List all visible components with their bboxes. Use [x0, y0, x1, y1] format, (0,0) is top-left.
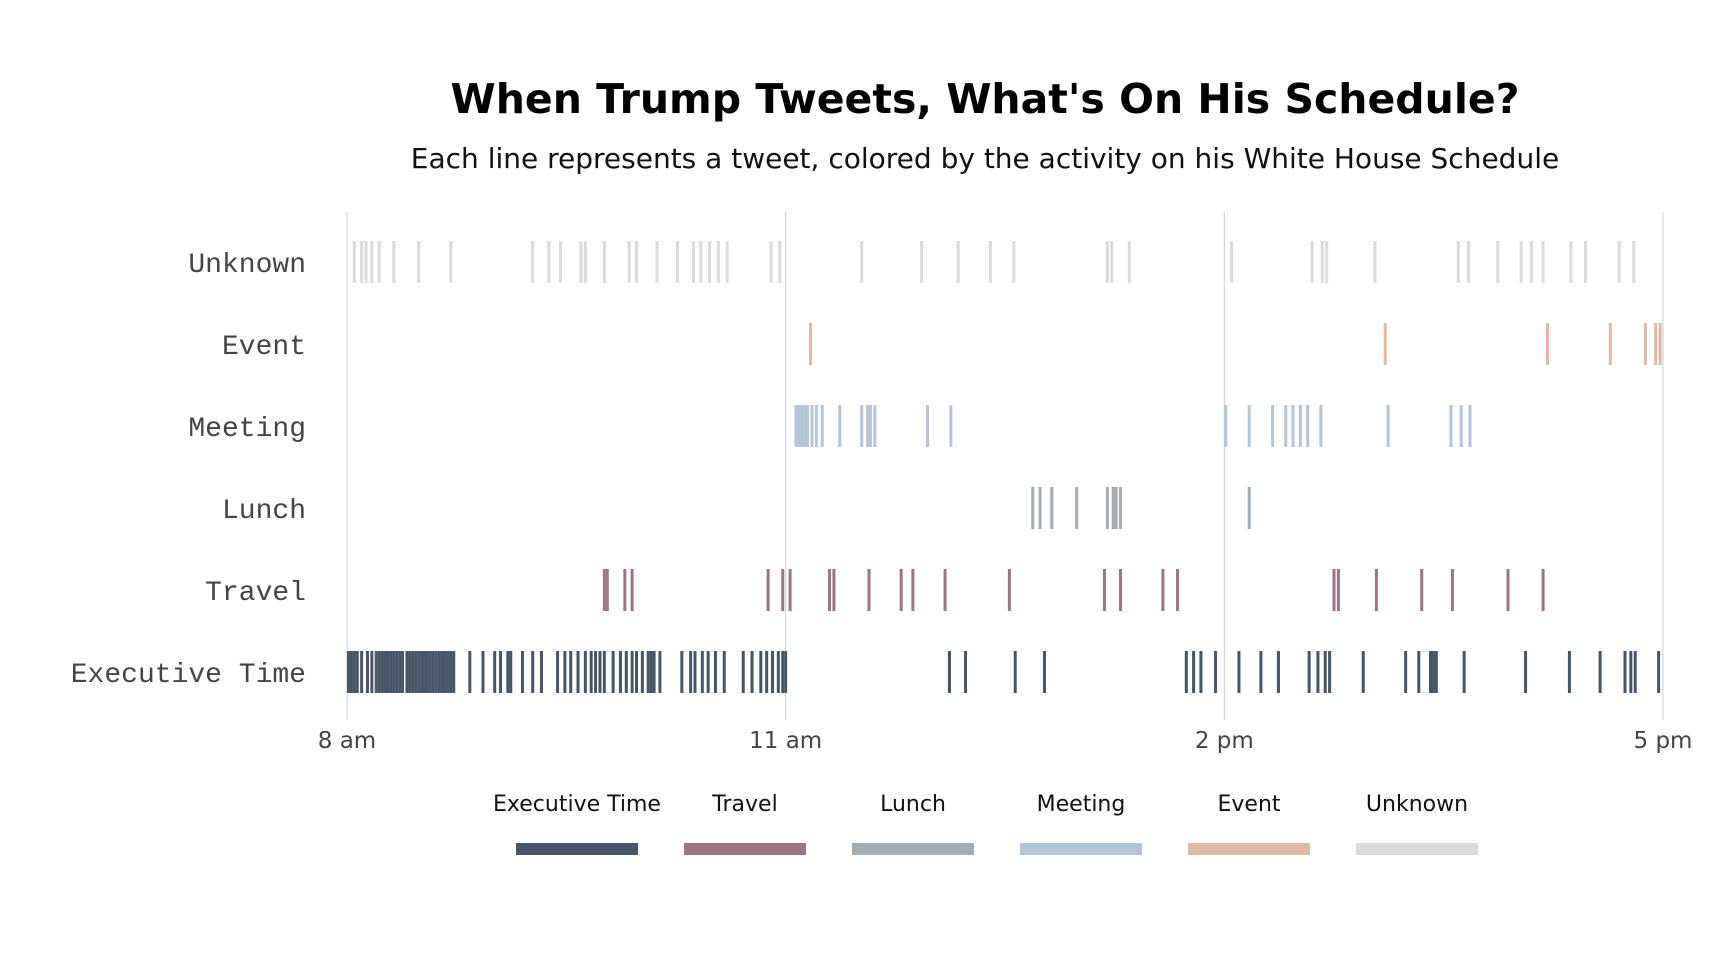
category-rows: Unknown Event Meeting Lunch Travel Executive … [71, 241, 1662, 693]
legend-swatch-event [1188, 843, 1310, 855]
legend-item-meeting: Meeting [1020, 792, 1142, 855]
legend-item-event: Event [1188, 792, 1310, 855]
x-tick-label-8-am: 8 am [318, 728, 376, 754]
legend-item-lunch: Lunch [852, 792, 974, 855]
legend-swatch-lunch [852, 843, 974, 855]
x-axis: 8 am 11 am 2 pm 5 pm [318, 728, 1693, 754]
row-label-event: Event [222, 332, 306, 363]
row-travel: Travel [205, 569, 1545, 611]
x-tick-label-5-pm: 5 pm [1634, 728, 1693, 754]
legend-label-unknown: Unknown [1366, 792, 1468, 817]
legend-label-executive-time: Executive Time [493, 792, 661, 817]
grid-lines [346, 212, 1664, 720]
row-label-lunch: Lunch [222, 496, 306, 527]
row-lunch: Lunch [222, 487, 1251, 529]
row-label-unknown: Unknown [188, 250, 306, 281]
legend-label-event: Event [1217, 792, 1280, 817]
legend-item-executive-time: Executive Time [493, 792, 661, 855]
x-tick-label-11-am: 11 am [749, 728, 822, 754]
legend-swatch-unknown [1356, 843, 1478, 855]
x-tick-label-2-pm: 2 pm [1195, 728, 1254, 754]
legend-label-meeting: Meeting [1037, 792, 1126, 817]
row-label-travel: Travel [205, 578, 306, 609]
legend-label-lunch: Lunch [880, 792, 946, 817]
legend-item-travel: Travel [684, 792, 806, 855]
legend-swatch-meeting [1020, 843, 1142, 855]
legend-swatch-travel [684, 843, 806, 855]
row-label-executive-time: Executive Time [71, 660, 306, 691]
legend: Executive Time Travel Lunch Meeting Event Unk… [493, 792, 1478, 855]
chart-title: When Trump Tweets, What's On His Schedul… [451, 75, 1520, 123]
legend-item-unknown: Unknown [1356, 792, 1478, 855]
row-unknown: Unknown [188, 241, 1636, 283]
row-executive-time: Executive Time [71, 651, 1661, 693]
row-label-meeting: Meeting [188, 414, 306, 445]
legend-label-travel: Travel [711, 792, 777, 817]
row-event: Event [222, 323, 1662, 365]
chart-subtitle: Each line represents a tweet, colored by… [411, 142, 1559, 175]
legend-swatch-executive-time [516, 843, 638, 855]
row-meeting: Meeting [188, 405, 1472, 447]
